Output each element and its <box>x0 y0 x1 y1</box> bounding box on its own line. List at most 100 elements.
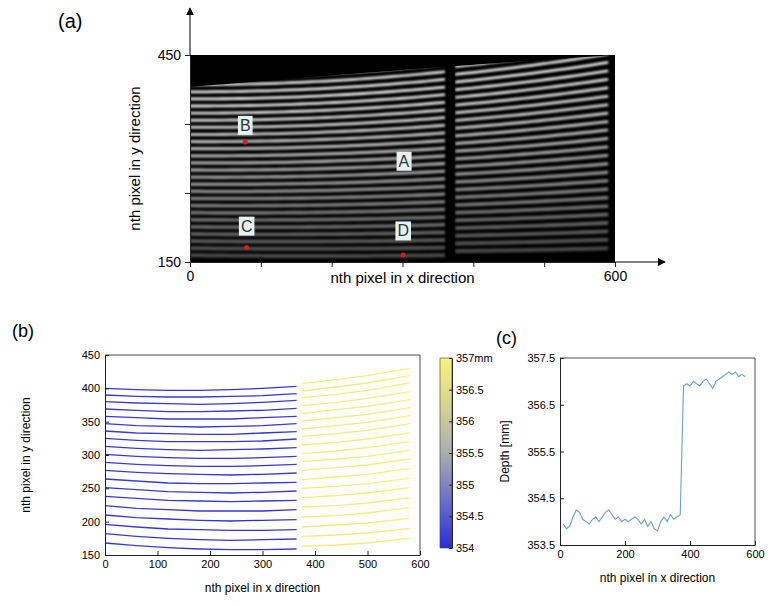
tick-mark <box>185 55 190 56</box>
tick-label: 0 <box>102 558 108 570</box>
fringe <box>190 194 445 198</box>
tick-label: 0 <box>557 548 563 560</box>
tick: 300 <box>82 449 109 461</box>
tick-mark <box>420 551 421 555</box>
tick: 354.5 <box>449 510 484 522</box>
fringe-line <box>302 508 410 517</box>
fringe-line <box>105 543 297 550</box>
depth-line <box>563 372 745 531</box>
tick: 300 <box>254 551 272 570</box>
tick-label: 350 <box>82 416 100 428</box>
tick-mark <box>449 453 452 454</box>
annotation-patch <box>395 221 411 240</box>
annotation: B <box>238 116 253 135</box>
fringe <box>190 209 445 212</box>
tick: 356.5 <box>449 384 484 396</box>
tick-mark <box>105 422 109 423</box>
fringe-line <box>302 408 410 421</box>
annotation: A <box>397 152 412 171</box>
fringe-line <box>105 416 297 419</box>
tick-label: 250 <box>82 482 100 494</box>
tick-mark <box>473 262 474 267</box>
fringe-line <box>105 394 297 397</box>
tick: 150 <box>158 254 190 270</box>
fringe <box>455 113 608 128</box>
fringe-line <box>105 524 297 530</box>
fringe-line <box>105 454 297 458</box>
fringe <box>190 56 445 70</box>
tick <box>473 262 474 267</box>
axis: 354354.5355355.5356356.5357mm <box>449 352 493 554</box>
tick-label: 200 <box>201 558 219 570</box>
tick-mark <box>544 262 545 267</box>
step-edge <box>453 55 455 262</box>
fringe <box>190 179 445 185</box>
fringe <box>455 223 608 228</box>
tick-label: 600 <box>604 268 628 284</box>
fringe <box>190 55 445 63</box>
tick: 400 <box>306 551 324 570</box>
tick: 250 <box>82 482 109 494</box>
fringe <box>190 64 445 78</box>
marker-point <box>244 245 249 250</box>
tick-label: 357mm <box>456 352 493 364</box>
tick-mark <box>263 551 264 555</box>
fringe-line <box>302 376 410 391</box>
fringe-line <box>302 383 410 398</box>
tick: 356.5 <box>527 399 564 411</box>
fringe-line <box>302 442 410 454</box>
fringe <box>455 55 608 67</box>
tick: 200 <box>82 516 109 528</box>
fringe-line <box>105 534 297 541</box>
tick: 355.5 <box>449 447 484 459</box>
fringe-line <box>105 488 297 493</box>
tick-mark <box>315 551 316 555</box>
tick-mark <box>449 390 452 391</box>
tick: 356 <box>449 415 474 427</box>
tick-label: 355.5 <box>456 447 484 459</box>
fringe-line <box>302 400 410 414</box>
tick <box>544 262 545 267</box>
fringe-line <box>105 438 297 441</box>
annotation-patch <box>239 217 255 236</box>
tick-mark <box>560 358 564 359</box>
tick <box>261 262 262 267</box>
tick-mark <box>560 545 564 546</box>
annotation-label: D <box>397 222 409 239</box>
tick-mark <box>755 541 756 545</box>
tick-mark <box>615 262 616 267</box>
tick: 357.5 <box>527 352 564 364</box>
annotation: D <box>395 221 411 240</box>
axis-line <box>106 555 421 556</box>
tick: 354.5 <box>527 492 564 504</box>
fringe-line <box>105 479 297 484</box>
fringe <box>190 186 445 191</box>
fringe <box>455 214 608 220</box>
fringe-line <box>105 496 297 501</box>
tick-label: 200 <box>616 548 634 560</box>
tick: 600 <box>604 262 628 284</box>
annotation-patch <box>397 152 412 171</box>
fringe <box>455 206 608 213</box>
fringe <box>455 55 608 59</box>
panel-label: (a) <box>58 10 82 32</box>
tick <box>403 262 404 267</box>
plot-area <box>563 372 745 531</box>
axis: 0100200300400500600 <box>102 551 429 570</box>
y-axis-title: nth pixel in y direction <box>19 397 33 512</box>
tick-label: 300 <box>254 558 272 570</box>
fringe <box>190 55 445 56</box>
fringe-line <box>105 462 297 466</box>
fringe-line <box>302 433 410 445</box>
tick-label: 355 <box>456 479 474 491</box>
plot-area <box>105 368 410 549</box>
tick: 355.5 <box>527 446 564 458</box>
tick-label: 400 <box>681 548 699 560</box>
tick: 450 <box>158 47 190 63</box>
tick <box>185 193 190 194</box>
fringe <box>190 253 445 258</box>
tick <box>185 124 190 125</box>
axis-line <box>190 56 191 263</box>
axis-arrow <box>190 8 191 55</box>
fringe-line <box>302 498 410 507</box>
